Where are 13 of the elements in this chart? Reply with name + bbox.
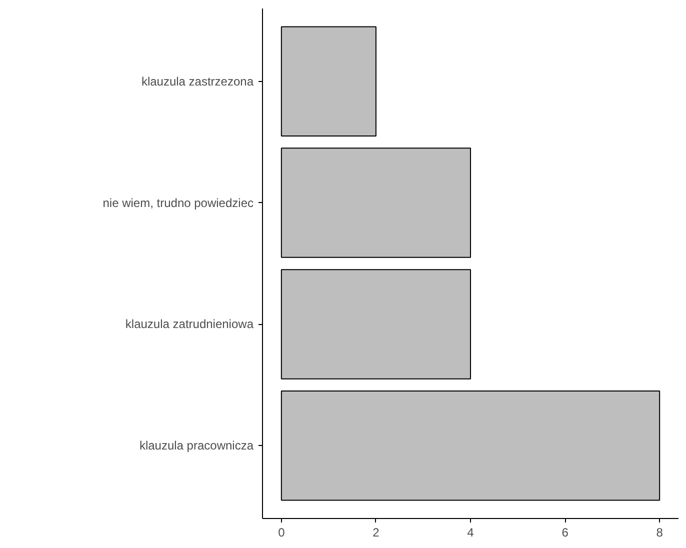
- y-tick-label: klauzula zastrzezona: [141, 74, 254, 88]
- bar: [280, 148, 471, 258]
- x-tick-label: 8: [656, 526, 664, 540]
- x-tick-label: 0: [278, 526, 286, 540]
- y-tick-label: klauzula zatrudnieniowa: [125, 317, 254, 332]
- bar: [280, 269, 471, 380]
- x-tick-label: 4: [467, 526, 474, 540]
- y-tick-label: nie wiem, trudno powiedziec: [102, 196, 254, 210]
- bar: [280, 390, 660, 501]
- bar: [280, 26, 376, 136]
- y-tick-label: klauzula pracownicza: [139, 438, 254, 453]
- x-tick-label: 6: [562, 526, 569, 540]
- x-tick-label: 2: [372, 526, 380, 540]
